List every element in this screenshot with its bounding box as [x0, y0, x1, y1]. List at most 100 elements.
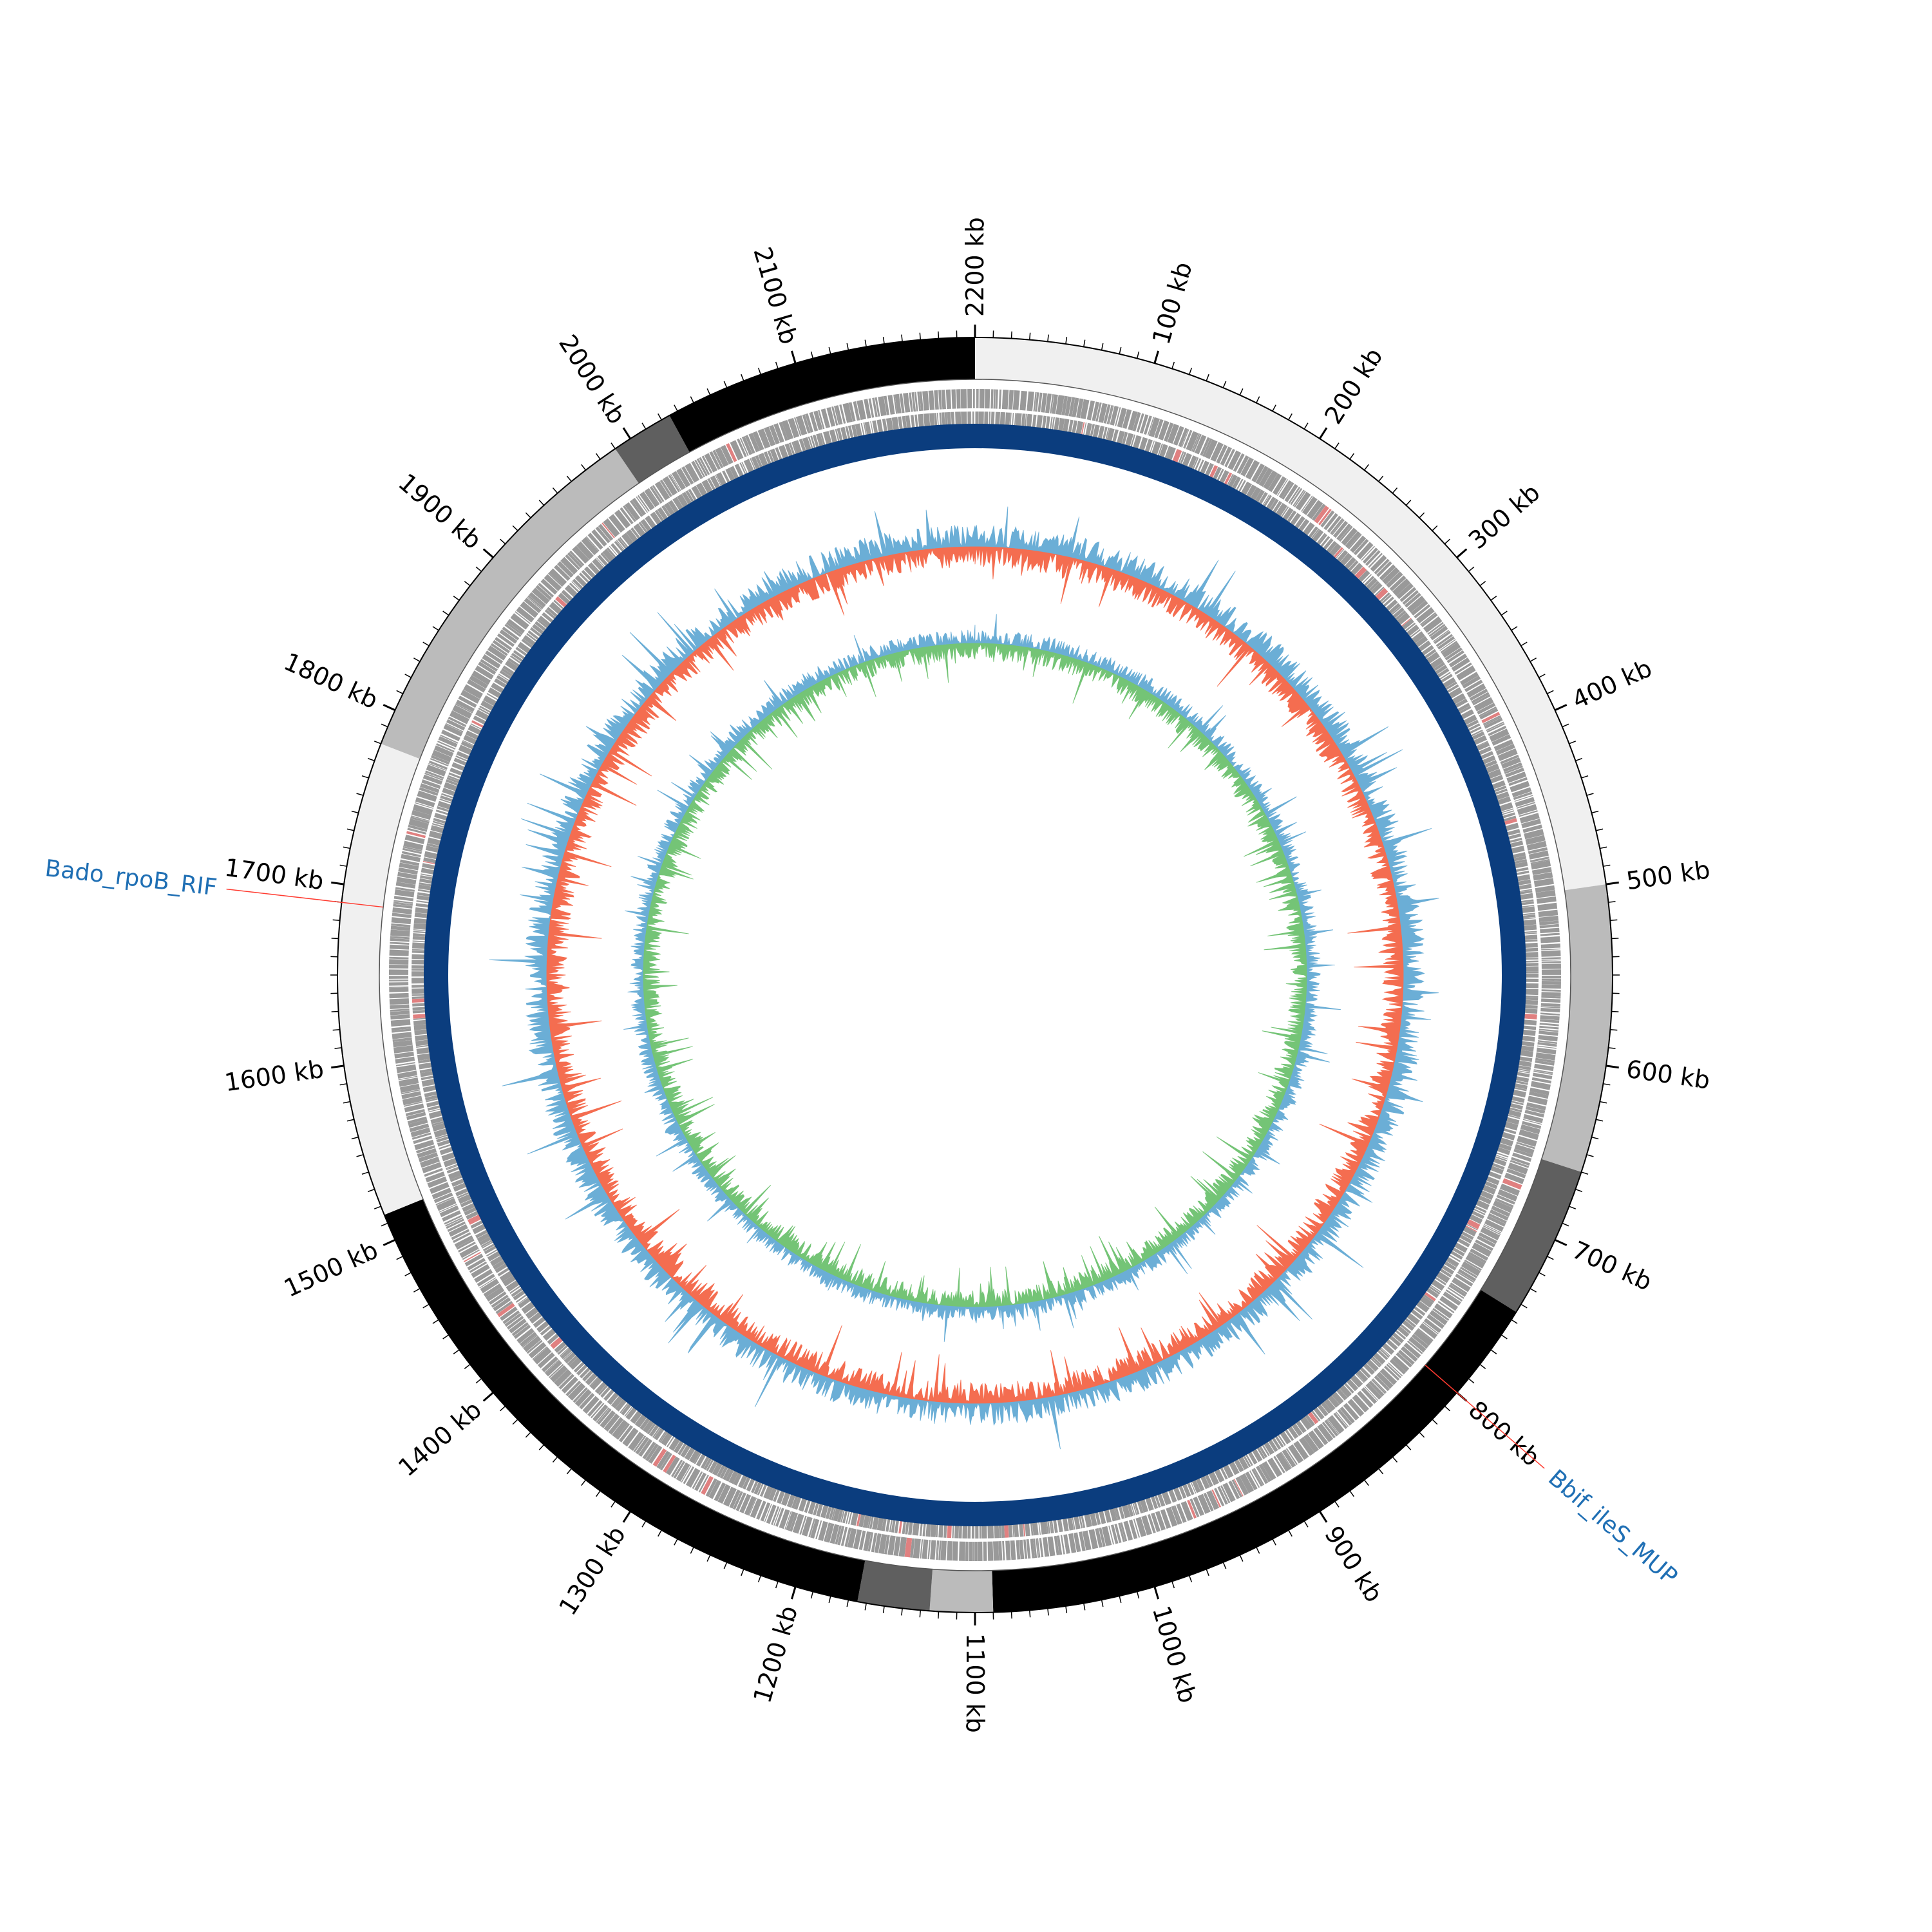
gene-feature — [699, 457, 710, 475]
gene-feature — [928, 390, 935, 410]
minor-tick — [1444, 538, 1450, 545]
gene-feature — [1258, 1464, 1272, 1482]
gene-feature — [1517, 804, 1537, 815]
gene-feature — [1541, 984, 1561, 989]
minor-tick — [810, 1591, 814, 1599]
gene-feature — [802, 414, 811, 434]
gene-feature — [1282, 1449, 1296, 1468]
gene-feature — [395, 1056, 415, 1064]
gene-feature — [1332, 520, 1349, 538]
gene-feature — [448, 716, 467, 728]
gene-feature — [1491, 1206, 1511, 1217]
gene-feature — [1495, 743, 1515, 755]
gene-feature — [1410, 600, 1428, 616]
gene-feature — [1050, 393, 1054, 414]
gene-feature — [1222, 1482, 1236, 1502]
tick-label: 300 kb — [1463, 478, 1546, 554]
gene-feature — [1416, 607, 1435, 624]
gene-feature — [1444, 1291, 1461, 1303]
gene-feature — [1262, 1461, 1276, 1481]
gene-feature — [1537, 1045, 1557, 1049]
gene-feature — [1541, 998, 1561, 1003]
gene-feature — [1469, 688, 1488, 701]
gene-feature — [799, 1515, 807, 1535]
gene-feature — [910, 1538, 915, 1558]
gene-feature — [967, 389, 972, 409]
minor-tick — [1288, 1530, 1293, 1537]
gene-feature — [1505, 768, 1524, 778]
gene-feature — [453, 1232, 471, 1244]
tick-label: 900 kb — [1319, 1521, 1388, 1607]
gene-feature — [504, 623, 522, 638]
gene-feature — [1539, 923, 1559, 929]
gene-feature — [1519, 810, 1538, 817]
contig-segment — [1541, 884, 1613, 1172]
gene-feature — [597, 1408, 612, 1425]
gene-feature — [837, 1526, 845, 1546]
major-tick — [383, 704, 396, 712]
gene-feature — [930, 1540, 936, 1560]
gene-feature — [1148, 417, 1160, 437]
gene-feature — [676, 1462, 690, 1482]
gene-feature — [730, 440, 744, 460]
gene-feature — [1136, 413, 1144, 433]
gene-feature — [977, 1541, 983, 1561]
gene-feature — [390, 1014, 410, 1020]
gene-feature — [1220, 1485, 1231, 1504]
gene-feature — [1434, 1303, 1453, 1319]
annotation-label: Bado_rpoB_RIF — [44, 855, 218, 901]
major-tick — [1554, 704, 1567, 712]
tick-label: 500 kb — [1624, 855, 1712, 895]
tick-label: 2200 kb — [961, 217, 989, 317]
gene-feature — [673, 1461, 685, 1479]
gene-feature — [1133, 1519, 1141, 1538]
gene-feature — [840, 1526, 848, 1546]
gene-feature — [390, 1009, 410, 1012]
tick-label: 1500 kb — [279, 1236, 382, 1303]
contig-segment — [857, 1560, 933, 1611]
gene-feature — [887, 395, 895, 415]
gene-feature — [941, 390, 946, 410]
gene-feature — [1493, 1200, 1513, 1213]
gene-feature — [1439, 1296, 1459, 1311]
gene-feature — [623, 505, 636, 522]
gene-feature — [471, 670, 491, 685]
minor-tick — [1378, 1468, 1384, 1475]
minor-tick — [1363, 464, 1369, 471]
gene-feature — [1323, 513, 1338, 531]
gene-feature — [1457, 1271, 1475, 1283]
gene-feature — [1132, 412, 1141, 431]
gene-feature — [455, 703, 473, 714]
gene-feature — [587, 1400, 603, 1417]
gene-feature — [393, 1045, 413, 1054]
minor-tick — [1188, 367, 1193, 375]
gene-feature — [547, 573, 564, 587]
gene-feature — [1211, 1489, 1222, 1508]
contig-segment — [615, 415, 690, 484]
gene-feature — [741, 436, 753, 455]
gene-feature — [1299, 1437, 1315, 1456]
minor-tick — [367, 1188, 375, 1193]
gene-feature — [1307, 500, 1323, 519]
gene-feature — [1533, 1070, 1553, 1075]
gene-feature — [591, 529, 607, 547]
gene-feature — [972, 389, 975, 409]
gene-feature — [947, 1540, 953, 1561]
gene-feature — [1452, 1277, 1471, 1293]
minor-tick — [1101, 343, 1104, 350]
gene-feature — [469, 675, 488, 689]
gene-feature — [998, 389, 1002, 409]
gene-feature — [391, 917, 412, 925]
gene-feature — [818, 1520, 828, 1541]
gene-feature — [835, 405, 843, 425]
minor-tick — [1539, 674, 1546, 678]
gene-feature — [1459, 1266, 1478, 1278]
gene-feature — [1482, 1225, 1501, 1235]
minor-tick — [1501, 611, 1508, 616]
gene-feature — [1193, 1496, 1205, 1517]
gene-feature — [744, 435, 755, 454]
major-tick — [622, 1511, 632, 1523]
gene-feature — [436, 1198, 457, 1211]
gene-feature — [775, 1508, 784, 1527]
gene-feature — [893, 1536, 901, 1557]
